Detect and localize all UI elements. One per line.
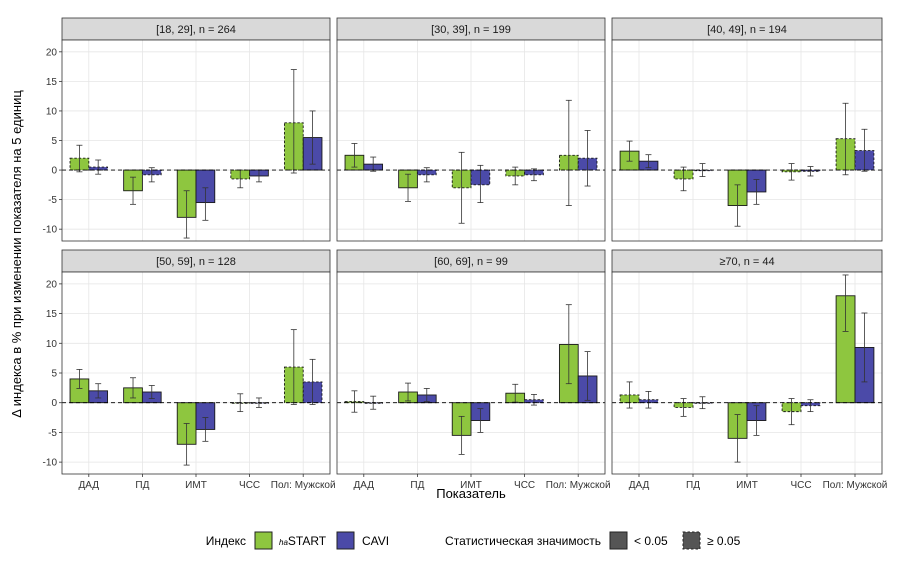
panel-title: ≥70, n = 44 xyxy=(719,256,774,268)
y-tick-label: 0 xyxy=(51,166,57,177)
panel-2: [30, 39], n = 199 xyxy=(336,17,606,242)
panel-border xyxy=(336,39,606,242)
x-tick-label: Пол: Мужской xyxy=(271,480,336,491)
x-tick-label: Пол: Мужской xyxy=(823,480,888,491)
panel-title: [50, 59], n = 128 xyxy=(156,256,236,268)
x-tick-label: ИМТ xyxy=(460,480,482,491)
y-tick-label: 20 xyxy=(46,279,58,290)
panel-title: [30, 39], n = 199 xyxy=(431,24,511,36)
panel-border xyxy=(611,39,883,242)
y-tick-label: -10 xyxy=(43,225,58,236)
legend-label-hastart: haSTART xyxy=(279,534,327,548)
x-tick-label: ПД xyxy=(686,480,700,491)
y-axis-title: Δ индекса в % при изменении показателя н… xyxy=(9,90,24,418)
panels-layer: [18, 29], n = 264 -10 -5 0 5 10 15 20 [30, 39], … xyxy=(43,17,888,491)
y-tick-label: 5 xyxy=(51,369,57,380)
y-tick-label: 15 xyxy=(46,77,58,88)
legend-swatch-significant xyxy=(609,531,628,550)
legend: Индекс haSTART CAVI Статистическая значи… xyxy=(206,531,741,550)
y-tick-label: 15 xyxy=(46,309,58,320)
panel-title: [40, 49], n = 194 xyxy=(707,24,787,36)
y-tick-label: -5 xyxy=(48,428,57,439)
x-tick-label: ЧСС xyxy=(790,480,811,491)
legend-index-title: Индекс xyxy=(206,534,246,548)
x-axis-title: Показатель xyxy=(436,486,506,501)
y-tick-label: 20 xyxy=(46,47,58,58)
legend-label-cavi: CAVI xyxy=(362,534,389,548)
legend-label-hastart-text: START xyxy=(288,534,327,548)
x-tick-label: ЧСС xyxy=(239,480,260,491)
x-tick-label: ДАД xyxy=(354,480,375,491)
y-tick-label: 10 xyxy=(46,339,58,350)
panel-1: [18, 29], n = 264 -10 -5 0 5 10 15 20 xyxy=(43,17,331,242)
legend-significance-title: Статистическая значимость xyxy=(445,534,601,548)
legend-swatch-hastart xyxy=(254,531,273,550)
panel-title: [18, 29], n = 264 xyxy=(156,24,236,36)
y-tick-label: -10 xyxy=(43,458,58,469)
x-tick-label: ДАД xyxy=(629,480,650,491)
panel-4: [50, 59], n = 128 -10 -5 0 5 10 15 20 ДАД ПД ИМТ ЧС… xyxy=(43,249,336,491)
legend-swatch-cavi xyxy=(336,531,355,550)
panel-5: [60, 69], n = 99 ДАД ПД ИМТ ЧСС Пол: Мужской xyxy=(336,249,611,491)
y-tick-label: 0 xyxy=(51,398,57,409)
y-tick-label: 10 xyxy=(46,106,58,117)
legend-label-hastart-prefix: ha xyxy=(279,538,288,547)
y-tick-label: 5 xyxy=(51,136,57,147)
panel-title: [60, 69], n = 99 xyxy=(434,256,508,268)
legend-label-significant: < 0.05 xyxy=(634,534,668,548)
x-tick-label: ЧСС xyxy=(514,480,535,491)
x-tick-label: ПД xyxy=(410,480,424,491)
x-tick-label: ИМТ xyxy=(185,480,207,491)
x-tick-label: ДАД xyxy=(79,480,100,491)
legend-swatch-not-significant xyxy=(682,531,701,550)
legend-label-not-significant: ≥ 0.05 xyxy=(707,534,741,548)
x-tick-label: ПД xyxy=(135,480,149,491)
x-tick-label: Пол: Мужской xyxy=(546,480,611,491)
panel-3: [40, 49], n = 194 xyxy=(611,17,883,242)
x-tick-label: ИМТ xyxy=(736,480,758,491)
y-tick-label: -5 xyxy=(48,195,57,206)
panel-6: ≥70, n = 44 ДАД ПД ИМТ ЧСС Пол: Мужской xyxy=(611,249,888,491)
